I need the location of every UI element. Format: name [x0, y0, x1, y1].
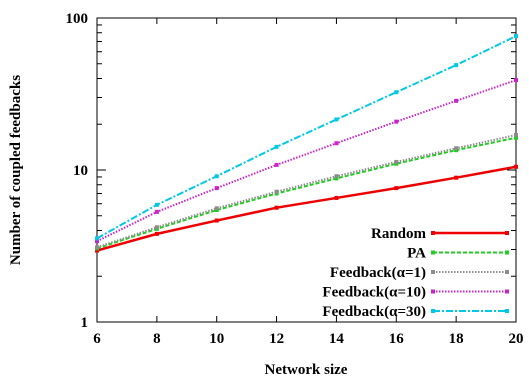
- data-point: [214, 186, 219, 191]
- legend: Random PA Feedback(α=1) Feedback(α=10) Feedb…: [322, 226, 509, 320]
- data-point: [514, 135, 518, 140]
- series-layer: [95, 34, 518, 253]
- data-point: [95, 236, 99, 241]
- data-point: [154, 202, 159, 207]
- legend-marker: [505, 289, 509, 294]
- data-point: [334, 117, 339, 122]
- data-point: [394, 159, 399, 164]
- data-point: [95, 245, 99, 250]
- data-point: [95, 248, 99, 253]
- legend-label: Random: [371, 226, 427, 242]
- data-point: [514, 34, 518, 39]
- plot-frame: [96, 17, 517, 323]
- legend-label: Feedback(α=30): [322, 304, 426, 320]
- legend-label: PA: [407, 246, 426, 262]
- series-3: [95, 78, 518, 244]
- x-tick-label: 14: [329, 331, 345, 347]
- data-point: [154, 209, 159, 214]
- data-point: [274, 144, 279, 149]
- data-point: [454, 63, 459, 68]
- series-line: [96, 136, 517, 250]
- data-point: [274, 189, 279, 194]
- series-0: [95, 164, 518, 253]
- data-point: [95, 239, 99, 244]
- axes: 6 8 10 12 14 16 18 20 1 10 100: [66, 11, 524, 347]
- legend-label: Feedback(α=10): [322, 285, 426, 301]
- series-2: [95, 132, 518, 250]
- data-point: [334, 176, 339, 181]
- data-point: [334, 195, 339, 200]
- y-tick-label: 10: [73, 163, 88, 179]
- series-line: [96, 35, 517, 240]
- data-point: [154, 225, 159, 230]
- data-point: [514, 132, 518, 137]
- series-line: [96, 79, 517, 243]
- data-point: [394, 186, 399, 191]
- data-point: [274, 162, 279, 167]
- y-tick-label: 1: [81, 315, 89, 331]
- data-point: [514, 78, 518, 83]
- x-tick-label: 6: [93, 331, 101, 347]
- data-point: [454, 175, 459, 180]
- data-point: [154, 231, 159, 236]
- data-point: [394, 90, 399, 95]
- x-tick-label: 10: [209, 331, 224, 347]
- y-axis-title: Number of coupled feedbacks: [8, 75, 24, 265]
- data-point: [214, 174, 219, 179]
- legend-marker: [431, 231, 435, 235]
- x-tick-label: 8: [153, 331, 161, 347]
- data-point: [454, 146, 459, 151]
- legend-marker: [505, 309, 509, 313]
- data-point: [454, 98, 459, 103]
- data-point: [334, 174, 339, 179]
- y-tick-label: 100: [66, 11, 89, 27]
- data-point: [214, 206, 219, 211]
- data-point: [334, 141, 339, 146]
- data-point: [214, 218, 219, 223]
- legend-marker: [505, 231, 509, 235]
- x-tick-label: 16: [389, 331, 405, 347]
- data-point: [274, 205, 279, 210]
- series-4: [95, 34, 518, 241]
- x-tick-label: 18: [449, 331, 464, 347]
- x-tick-label: 12: [269, 331, 284, 347]
- legend-marker: [431, 270, 435, 274]
- x-axis-title: Network size: [265, 362, 348, 378]
- x-tick-label: 20: [509, 331, 524, 347]
- series-line: [96, 165, 517, 252]
- legend-marker: [431, 309, 435, 313]
- legend-marker: [431, 250, 435, 255]
- data-point: [394, 119, 399, 124]
- legend-marker: [505, 250, 509, 255]
- legend-label: Feedback(α=1): [330, 265, 426, 281]
- legend-marker: [431, 289, 435, 294]
- legend-marker: [505, 270, 509, 274]
- data-point: [514, 164, 518, 169]
